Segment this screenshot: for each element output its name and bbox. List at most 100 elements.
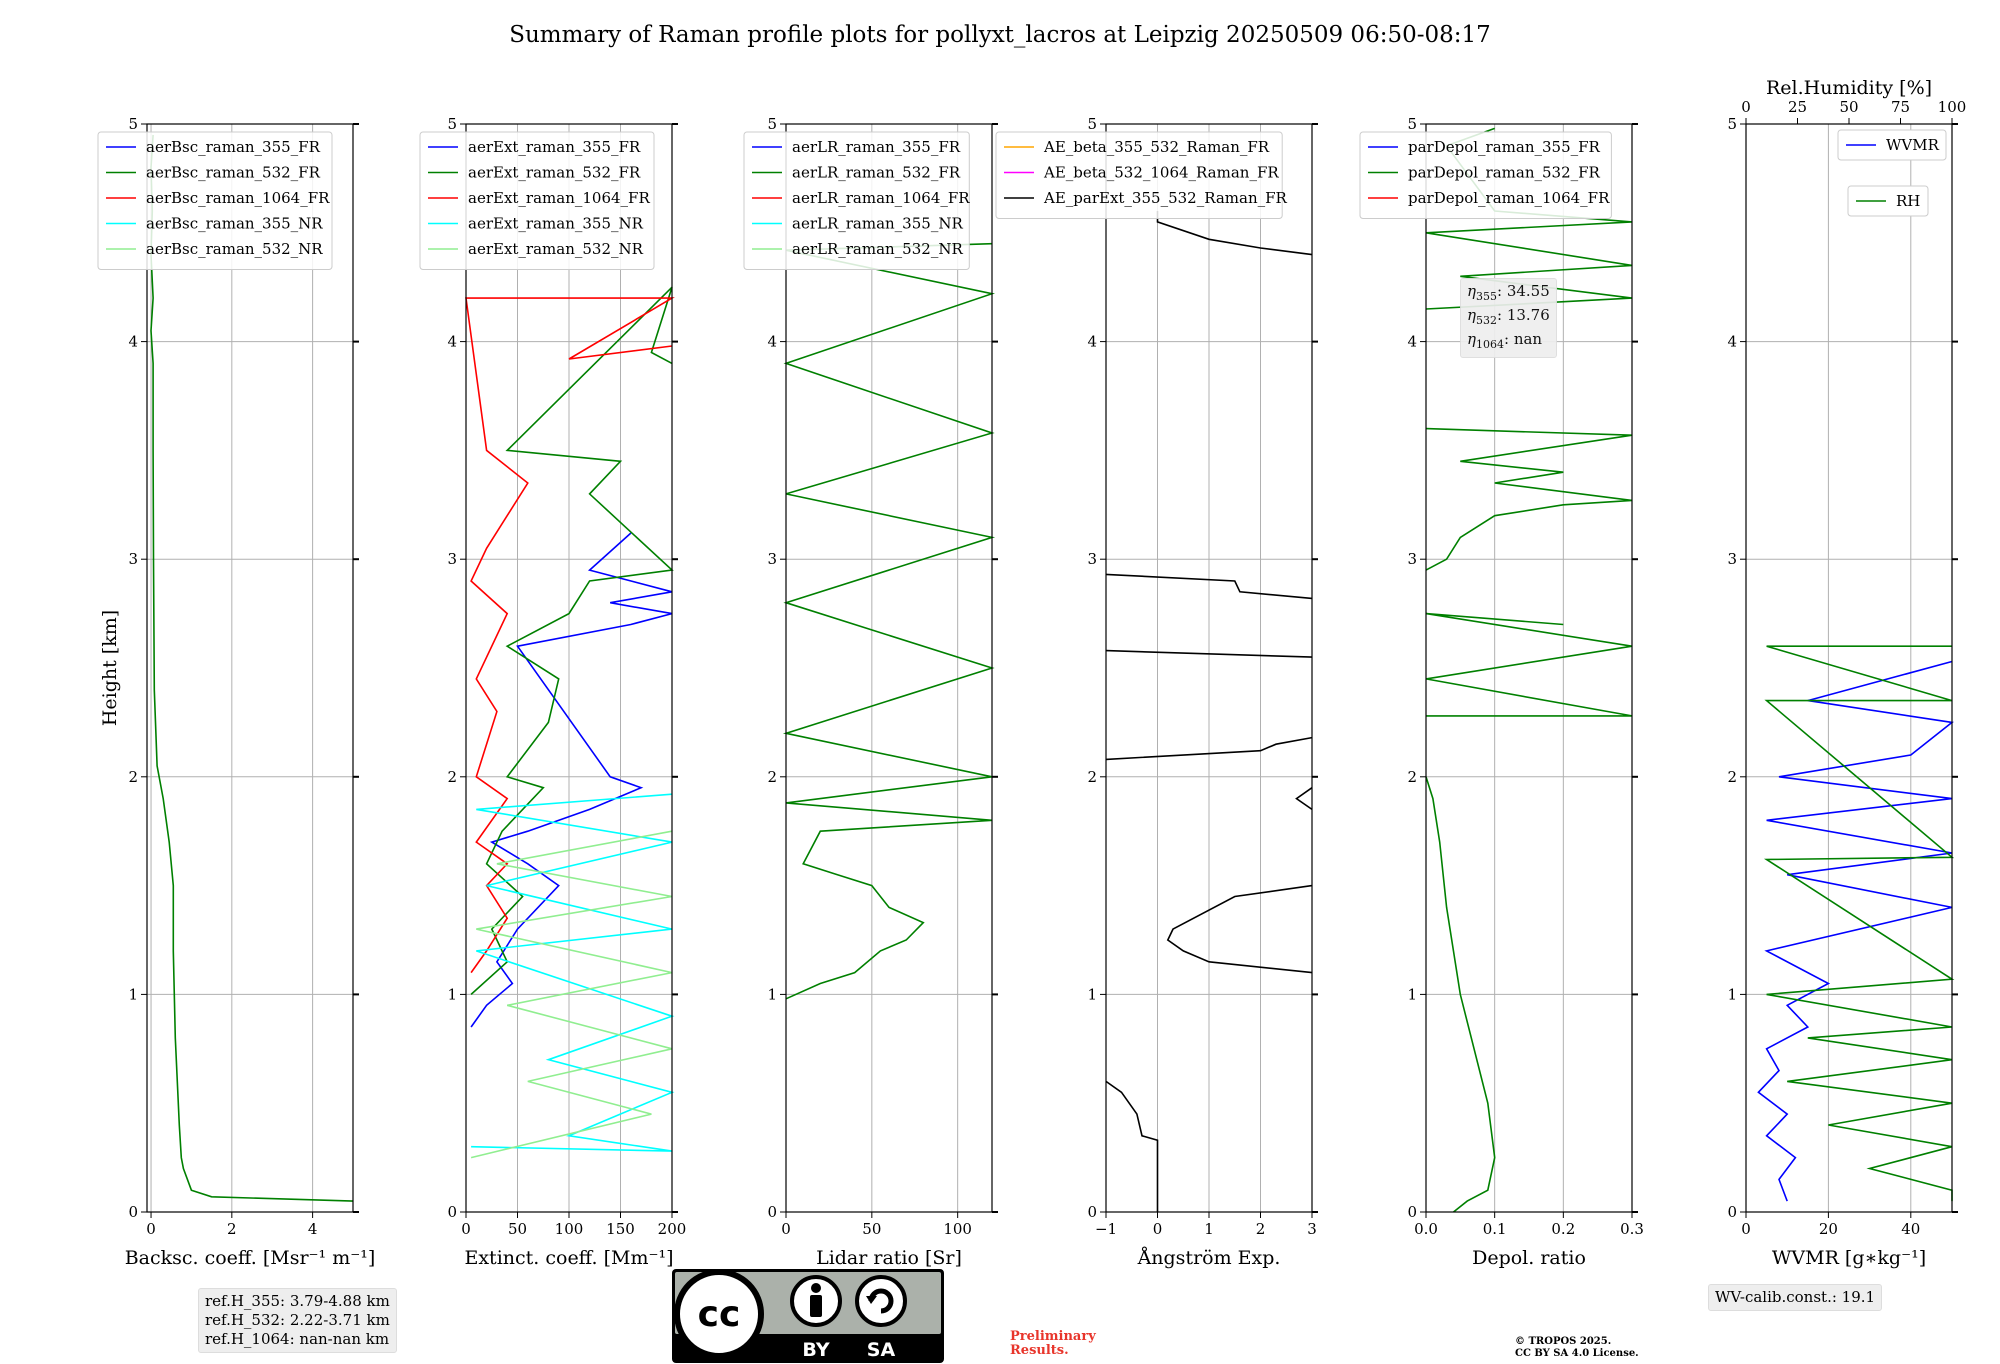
copyright-note: © TROPOS 2025. CC BY SA 4.0 License. (1515, 1336, 1639, 1360)
ref-h-1064: ref.H_1064: nan-nan km (205, 1330, 390, 1348)
y-tick-label-5: 5 (447, 115, 457, 133)
series-parDepol_raman_532_FR-1 (1425, 612, 1633, 717)
by-label: BY (802, 1339, 829, 1361)
series-AE_parExt_355_532_Raman_FR-4 (1105, 649, 1313, 658)
cc-by-sa-license-badge: cc BY SA (672, 1269, 944, 1363)
y-tick-label-1: 1 (1727, 985, 1737, 1003)
y-tick-label-2: 2 (1727, 768, 1737, 786)
preliminary-results-note: Preliminary Results. (1010, 1330, 1096, 1358)
preliminary-line-1: Preliminary (1010, 1329, 1096, 1344)
y-tick-label-4: 4 (1407, 333, 1417, 351)
legend-label-3: aerExt_raman_355_NR (468, 215, 644, 233)
x-tick-label-2: 40 (1901, 1220, 1920, 1238)
axes-frame (1745, 123, 1953, 1213)
eta-1064: η1064: nan (1467, 330, 1543, 351)
series-AE_parExt_355_532_Raman_FR-5 (1105, 573, 1313, 600)
x-tick-label-4: 3 (1307, 1220, 1317, 1238)
x-tick-label-1: 50 (508, 1220, 527, 1238)
legend-label-2: AE_parExt_355_532_Raman_FR (1043, 189, 1288, 207)
legend-label-2: aerExt_raman_1064_FR (468, 189, 650, 207)
series-parDepol_raman_532_FR-0 (1425, 776, 1496, 1213)
series-AE_parExt_355_532_Raman_FR-0 (1105, 1080, 1159, 1212)
panel-depolarization: 0.0 0.1 0.2 0.3 Depol. ratio 0 1 2 3 4 5 parDepol_r… (1359, 115, 1644, 1269)
y-tick-label-4: 4 (1087, 333, 1097, 351)
legend-label-4: aerExt_raman_532_NR (468, 240, 644, 258)
x-axis-label: WVMR [g∗kg⁻¹] (1772, 1247, 1926, 1269)
reference-height-box: ref.H_355: 3.79-4.88 km ref.H_532: 2.22-… (198, 1288, 397, 1353)
legend-box-1 (1847, 185, 1929, 217)
x-tick-label-3: 2 (1256, 1220, 1266, 1238)
y-tick-label-0: 0 (128, 1203, 138, 1221)
legend-label-1: parDepol_raman_532_FR (1408, 164, 1601, 182)
cc-glyph: cc (698, 1294, 741, 1335)
legend-label-1: aerLR_raman_532_FR (792, 164, 961, 182)
x-axis-label: Extinct. coeff. [Mm⁻¹] (464, 1247, 673, 1269)
axes-frame (785, 123, 993, 1213)
y-tick-label-2: 2 (128, 768, 138, 786)
legend-label-1: aerExt_raman_532_FR (468, 164, 641, 182)
y-tick-label-4: 4 (128, 333, 138, 351)
y-tick-label-0: 0 (1407, 1203, 1417, 1221)
eta-532: η532: 13.76 (1467, 306, 1550, 327)
y-tick-label-4: 4 (767, 333, 777, 351)
x-tick-label-0: 0 (1741, 1220, 1751, 1238)
x-tick-label-2: 100 (943, 1220, 972, 1238)
sa-label: SA (867, 1339, 896, 1361)
panel-backscatter: 0 2 4 Backsc. coeff. [Msr⁻¹ m⁻¹] 0 1 2 3 4 5 Heigh… (97, 115, 375, 1269)
series-aerExt_raman_532_FR-1 (470, 286, 674, 995)
preliminary-line-2: Results. (1010, 1343, 1069, 1358)
top-axis-label: Rel.Humidity [%] (1766, 77, 1932, 99)
legend-label-1: RH (1896, 192, 1920, 210)
copyright-line-1: © TROPOS 2025. (1515, 1336, 1612, 1347)
y-tick-label-5: 5 (1087, 115, 1097, 133)
x-axis-label: Ångström Exp. (1137, 1247, 1281, 1269)
legend-label-2: aerBsc_raman_1064_FR (146, 189, 330, 207)
x-tick-label-2: 1 (1204, 1220, 1214, 1238)
series-parDepol_raman_532_FR-2 (1425, 427, 1633, 571)
figure-title: Summary of Raman profile plots for polly… (509, 22, 1491, 48)
top-tick-label-4: 100 (1938, 98, 1967, 116)
y-tick-label-1: 1 (1087, 985, 1097, 1003)
y-tick-label-0: 0 (1087, 1203, 1097, 1221)
y-tick-label-0: 0 (447, 1203, 457, 1221)
legend-box (97, 131, 333, 270)
series-AE_parExt_355_532_Raman_FR-1 (1166, 884, 1313, 974)
legend-label-1: aerBsc_raman_532_FR (146, 164, 321, 182)
y-tick-label-1: 1 (447, 985, 457, 1003)
series-aerBsc_raman_532_FR-0 (150, 134, 354, 1202)
x-tick-label-0: 0 (781, 1220, 791, 1238)
legend-label-3: aerBsc_raman_355_NR (146, 215, 323, 233)
series-aerExt_raman_532_NR-4 (470, 830, 673, 1159)
x-tick-label-4: 200 (658, 1220, 687, 1238)
legend-label-0: aerExt_raman_355_FR (468, 138, 641, 156)
x-tick-label-1: 0 (1153, 1220, 1163, 1238)
legend-box (419, 131, 655, 270)
x-tick-label-0: 0 (146, 1220, 156, 1238)
top-tick-label-0: 0 (1741, 98, 1751, 116)
y-axis-label: Height [km] (99, 610, 121, 726)
legend-label-0: parDepol_raman_355_FR (1408, 138, 1601, 156)
legend-label-0: aerLR_raman_355_FR (792, 138, 961, 156)
x-tick-label-1: 0.1 (1483, 1220, 1507, 1238)
legend-label-0: WVMR (1886, 136, 1940, 154)
y-tick-label-3: 3 (1727, 550, 1737, 568)
series-aerLR_raman_532_FR-0 (782, 242, 996, 1000)
x-tick-label-3: 0.3 (1620, 1220, 1644, 1238)
ref-h-532: ref.H_532: 2.22-3.71 km (205, 1311, 390, 1329)
wv-calibration-box: WV-calib.const.: 19.1 (1708, 1284, 1883, 1311)
top-tick-label-1: 25 (1788, 98, 1807, 116)
legend-label-1: AE_beta_532_1064_Raman_FR (1043, 164, 1279, 182)
x-axis-label: Lidar ratio [Sr] (816, 1247, 962, 1269)
x-tick-label-1: 20 (1819, 1220, 1838, 1238)
y-tick-label-5: 5 (1727, 115, 1737, 133)
wv-calibration-text: WV-calib.const.: 19.1 (1715, 1288, 1876, 1306)
y-tick-label-3: 3 (1407, 550, 1417, 568)
panel-extinction: 0 50 100 150 200 Extinct. coeff. [Mm⁻¹] 0 1 2 3 4 5… (419, 115, 687, 1269)
legend-box (743, 131, 970, 270)
x-tick-label-3: 150 (606, 1220, 635, 1238)
top-tick-label-2: 50 (1839, 98, 1858, 116)
legend-box-0 (1837, 129, 1947, 161)
cc-icon (674, 1269, 764, 1359)
